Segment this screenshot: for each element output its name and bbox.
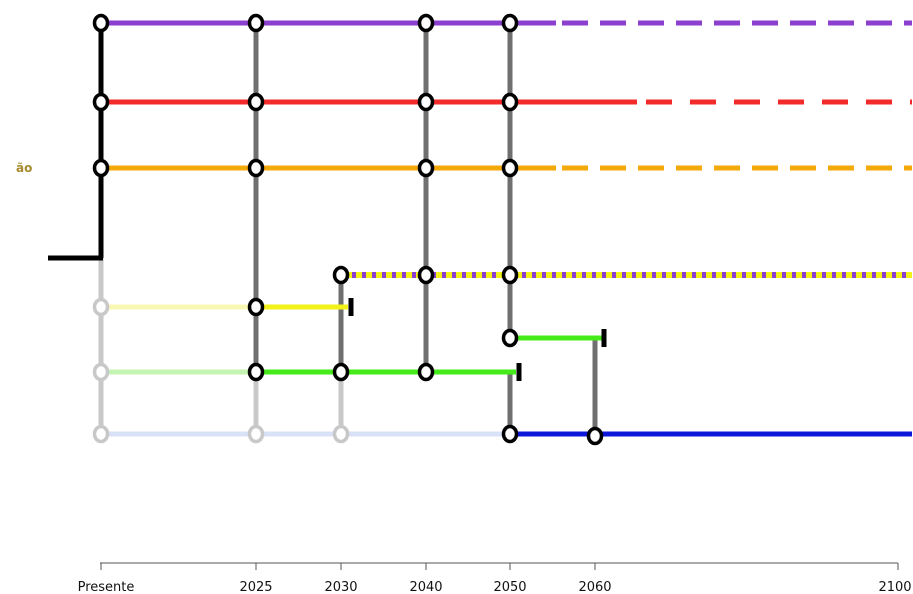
station-marker [501, 424, 519, 444]
station-layer [92, 13, 604, 446]
station-marker [417, 13, 435, 33]
station-marker-faded [247, 424, 265, 444]
station-marker-faded [92, 297, 110, 317]
station-marker [92, 92, 110, 112]
station-marker [247, 297, 265, 317]
station-marker [417, 362, 435, 382]
axis-tick-label: 2060 [578, 580, 611, 594]
station-marker [332, 362, 350, 382]
station-marker [92, 158, 110, 178]
station-marker [586, 426, 604, 446]
station-marker [247, 13, 265, 33]
station-marker [417, 265, 435, 285]
station-marker [501, 158, 519, 178]
station-marker [92, 13, 110, 33]
station-marker [332, 265, 350, 285]
station-marker [247, 362, 265, 382]
line-layer [101, 20, 912, 437]
axis-ticks: Presente 2025 2030 2040 2050 2060 2100 [78, 563, 912, 594]
station-marker [417, 92, 435, 112]
axis-tick-label: 2050 [493, 580, 526, 594]
time-axis: Presente 2025 2030 2040 2050 2060 2100 [78, 562, 912, 594]
axis-tick-label: Presente [78, 580, 135, 594]
axis-tick-label: 2025 [239, 580, 272, 594]
truncated-left-label: ão [16, 161, 33, 175]
axis-tick-label: 2040 [409, 580, 442, 594]
station-marker [501, 92, 519, 112]
axis-tick-label: 2030 [324, 580, 357, 594]
station-marker-faded [332, 424, 350, 444]
axis-tick-label: 2100 [878, 580, 911, 594]
station-marker [501, 328, 519, 348]
station-marker [501, 265, 519, 285]
station-marker-faded [92, 424, 110, 444]
station-marker [417, 158, 435, 178]
endcap-layer [348, 298, 607, 381]
station-marker-faded [92, 362, 110, 382]
station-marker [247, 92, 265, 112]
station-marker [247, 158, 265, 178]
station-marker [501, 13, 519, 33]
